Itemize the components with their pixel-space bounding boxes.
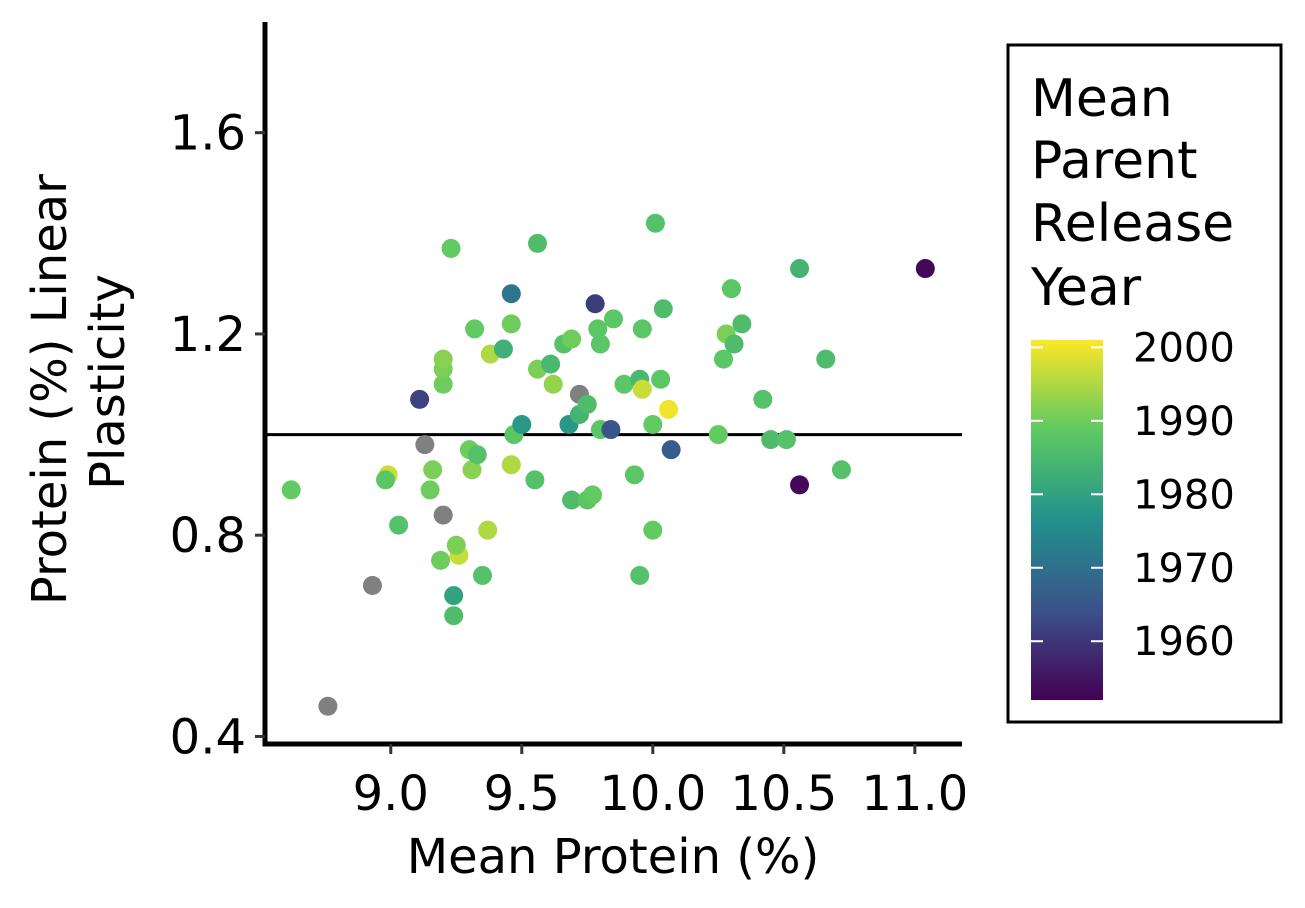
data-point: [415, 435, 435, 455]
data-point: [525, 470, 545, 490]
data-point: [588, 319, 608, 339]
data-point: [632, 379, 652, 399]
data-point: [389, 515, 409, 535]
data-point: [376, 470, 396, 490]
data-point: [465, 319, 485, 339]
legend-title-line-3: Release: [1031, 194, 1234, 254]
data-point: [831, 460, 851, 480]
data-point: [714, 349, 734, 369]
data-point: [915, 259, 935, 279]
data-point: [512, 415, 532, 435]
data-point: [651, 369, 671, 389]
y-tick-label: 0.4: [170, 709, 246, 765]
data-point: [543, 374, 563, 394]
data-point: [577, 394, 597, 414]
x-tick-label: 9.0: [353, 766, 429, 822]
colorbar-tick-label: 1990: [1133, 399, 1235, 445]
data-point: [653, 299, 673, 319]
data-point: [645, 213, 665, 233]
data-point: [501, 455, 521, 475]
data-point: [724, 334, 744, 354]
y-tick-label: 1.6: [170, 106, 246, 162]
data-point: [472, 565, 492, 585]
colorbar-tick-label: 2000: [1133, 325, 1235, 371]
data-point: [446, 535, 466, 555]
data-point: [661, 440, 681, 460]
legend-title-line-2: Parent: [1031, 131, 1197, 191]
plot-area: 9.0 9.5 10.0 10.5 11.0 0.4 0.8 1.2 1.6: [170, 22, 968, 822]
data-point: [632, 319, 652, 339]
data-point: [501, 314, 521, 334]
data-point: [732, 314, 752, 334]
legend-title-line-4: Year: [1030, 258, 1142, 318]
legend: Mean Parent Release Year 1960 1970 1980 199…: [1006, 43, 1283, 724]
data-point: [431, 550, 451, 570]
legend-title-line-1: Mean: [1031, 69, 1173, 129]
data-point: [420, 480, 440, 500]
data-point: [601, 420, 621, 440]
data-point: [362, 576, 382, 596]
data-point: [433, 349, 453, 369]
data-point: [630, 565, 650, 585]
data-point: [790, 259, 810, 279]
data-point: [493, 339, 513, 359]
data-point: [441, 238, 461, 258]
x-tick-label: 9.5: [484, 766, 560, 822]
data-point: [433, 505, 453, 525]
data-point: [585, 294, 605, 314]
colorbar-tick-label: 1960: [1133, 619, 1235, 665]
data-point: [761, 430, 781, 450]
data-point: [721, 279, 741, 299]
data-point: [410, 389, 430, 409]
data-point: [753, 389, 773, 409]
data-point: [433, 374, 453, 394]
data-point: [659, 399, 679, 419]
data-point: [467, 445, 487, 465]
data-point: [590, 334, 610, 354]
x-tick-label: 10.0: [599, 766, 706, 822]
data-point: [501, 284, 521, 304]
colorbar: [1031, 340, 1103, 700]
data-point: [583, 485, 603, 505]
data-point: [423, 460, 443, 480]
data-point: [604, 309, 623, 329]
data-point: [541, 354, 561, 374]
data-point: [562, 329, 582, 349]
x-tick-label: 11.0: [861, 766, 968, 822]
data-point: [614, 374, 634, 394]
data-point: [444, 606, 464, 626]
colorbar-ticks: 1960 1970 1980 1990 2000: [1031, 325, 1235, 665]
x-axis-title: Mean Protein (%): [407, 829, 820, 885]
data-point: [318, 696, 338, 716]
data-point: [528, 233, 548, 253]
data-point: [790, 475, 810, 495]
data-point: [562, 490, 582, 510]
y-axis-title: Protein (%) Linear Plasticity: [22, 159, 136, 605]
data-point: [462, 460, 482, 480]
y-axis-title-line-1: Protein (%) Linear: [22, 174, 78, 605]
y-tick-label: 0.8: [170, 508, 246, 564]
colorbar-tick-label: 1970: [1133, 546, 1235, 592]
y-axis-title-line-2: Plasticity: [80, 274, 136, 490]
data-point: [624, 465, 644, 485]
data-point: [643, 415, 663, 435]
data-point: [444, 586, 464, 606]
colorbar-tick-label: 1980: [1133, 472, 1235, 518]
data-point: [478, 520, 498, 540]
data-point: [643, 520, 663, 540]
data-point: [776, 430, 796, 450]
data-point: [708, 425, 728, 445]
x-tick-label: 10.5: [730, 766, 837, 822]
data-point: [816, 349, 836, 369]
y-tick-label: 1.2: [170, 307, 246, 363]
data-point: [281, 480, 301, 500]
